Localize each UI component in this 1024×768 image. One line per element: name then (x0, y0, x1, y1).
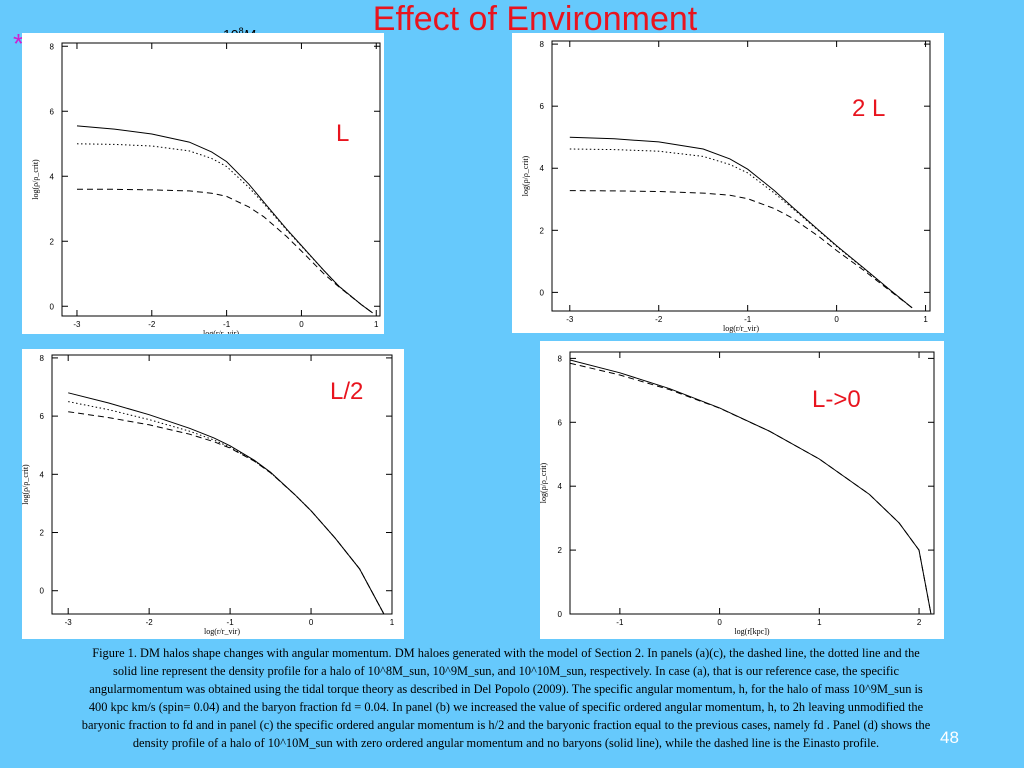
y-tick-label: 2 (558, 546, 563, 555)
panel-label-b: 2 L (852, 95, 886, 122)
x-tick-label: -3 (73, 320, 81, 329)
caption-line: density profile of a halo of 10^10M_sun … (132, 736, 880, 750)
figure-caption: Figure 1. DM halos shape changes with an… (6, 644, 1006, 752)
y-tick-label: 0 (50, 302, 55, 311)
series-line-dotted (68, 401, 385, 614)
plot-frame (51, 354, 393, 615)
panel-label-c: L/2 (330, 378, 364, 405)
y-tick-label: 8 (558, 354, 563, 363)
y-axis-label: log(ρ/ρ_crit) (521, 155, 530, 196)
y-tick-label: 0 (40, 587, 45, 596)
x-tick-label: 0 (309, 618, 314, 627)
caption-line: 400 kpc km/s (spin= 0.04) and the baryon… (88, 700, 924, 714)
series-line-solid (76, 125, 373, 314)
y-axis-label: log(ρ/ρ_crit) (22, 464, 30, 505)
x-axis-label: log(r/r_vir) (723, 324, 759, 333)
plot-frame (61, 42, 381, 317)
y-tick-label: 2 (50, 237, 55, 246)
x-tick-label: 2 (917, 618, 922, 627)
plot-frame (551, 40, 931, 312)
slide-title: Effect of Environment (372, 0, 698, 38)
y-tick-label: 4 (40, 470, 45, 479)
x-tick-label: 0 (717, 618, 722, 627)
x-tick-label: -3 (566, 315, 574, 324)
x-tick-label: 1 (390, 618, 395, 627)
x-tick-label: 1 (923, 315, 928, 324)
series-line-dashed (569, 190, 913, 309)
y-tick-label: 0 (540, 288, 545, 297)
x-tick-label: -2 (655, 315, 663, 324)
x-tick-label: -3 (65, 618, 73, 627)
x-tick-label: -2 (146, 618, 154, 627)
series-line-solid (68, 392, 385, 614)
chart-panel-a: -3 -2 -1 0 1 0 2 4 6 8 log(r/r_vir) log(ρ/ρ_crit) (22, 33, 384, 338)
y-tick-label: 6 (40, 412, 45, 421)
chart-panel-c: -3 -2 -1 0 1 0 2 4 6 8 log(r/r_vir) log(ρ/ρ_crit) (21, 349, 404, 639)
y-axis-label: log(ρ/ρ_crit) (31, 159, 40, 200)
chart-svg: -3 -2 -1 0 1 0 2 4 6 8 log(r/r_vir) log(ρ/ρ_crit) (31, 42, 381, 338)
series-line-dashed (570, 362, 932, 614)
y-tick-label: 4 (50, 172, 55, 181)
y-tick-label: 6 (540, 102, 545, 111)
plot-frame (569, 351, 935, 615)
x-tick-label: -1 (616, 618, 624, 627)
y-tick-label: 4 (558, 482, 563, 491)
series-line-dashed (77, 188, 373, 314)
y-axis-label: log(ρ/ρ_crit) (540, 462, 548, 503)
chart-svg: -3 -2 -1 0 1 0 2 4 6 8 log(r/r_vir) log(ρ/ρ_crit) (21, 354, 395, 636)
caption-line: Figure 1. DM halos shape changes with an… (92, 646, 920, 660)
asterisk-marker: * (13, 28, 24, 59)
chart-svg: -1 0 1 2 0 2 4 6 8 log(r[kpc]) log(ρ/ρ_crit) (539, 351, 935, 636)
series-line-dotted (569, 148, 913, 309)
y-tick-label: 6 (558, 418, 563, 427)
x-axis-label: log(r/r_vir) (204, 627, 240, 636)
y-tick-label: 6 (50, 107, 55, 116)
x-tick-label: -1 (223, 320, 231, 329)
x-tick-label: 1 (374, 320, 379, 329)
panel-label-d: L->0 (812, 386, 861, 413)
page-number: 48 (940, 728, 959, 747)
y-tick-label: 8 (540, 40, 545, 49)
x-axis-label: log(r[kpc]) (734, 627, 769, 636)
y-tick-label: 4 (540, 164, 545, 173)
series-line-dotted (76, 143, 373, 314)
y-tick-label: 2 (40, 529, 45, 538)
series-line-solid (569, 136, 913, 309)
x-tick-label: -1 (744, 315, 752, 324)
chart-panel-b: -3 -2 -1 0 1 0 2 4 6 8 log(r/r_vir) log(ρ/ρ_crit) (512, 33, 944, 333)
series-line-dashed (68, 411, 385, 614)
x-tick-label: 0 (299, 320, 304, 329)
x-tick-label: -2 (148, 320, 156, 329)
y-tick-label: 0 (558, 610, 563, 619)
x-tick-label: 0 (834, 315, 839, 324)
x-axis-label: log(r/r_vir) (203, 329, 239, 334)
y-tick-label: 2 (540, 226, 545, 235)
y-tick-label: 8 (40, 354, 45, 363)
chart-svg: -3 -2 -1 0 1 0 2 4 6 8 log(r/r_vir) log(ρ/ρ_crit) (521, 40, 931, 333)
series-line-solid (570, 359, 932, 614)
panel-label-a: L (336, 120, 350, 147)
y-tick-label: 8 (50, 42, 55, 51)
caption-line: solid line represent the density profile… (113, 664, 899, 678)
chart-panel-d: -1 0 1 2 0 2 4 6 8 log(r[kpc]) log(ρ/ρ_crit) (539, 341, 944, 639)
caption-line: angularmomentum was obtained using the t… (89, 682, 923, 696)
x-tick-label: 1 (817, 618, 822, 627)
caption-line: baryonic fraction to fd and in panel (c)… (81, 718, 931, 732)
x-tick-label: -1 (227, 618, 235, 627)
